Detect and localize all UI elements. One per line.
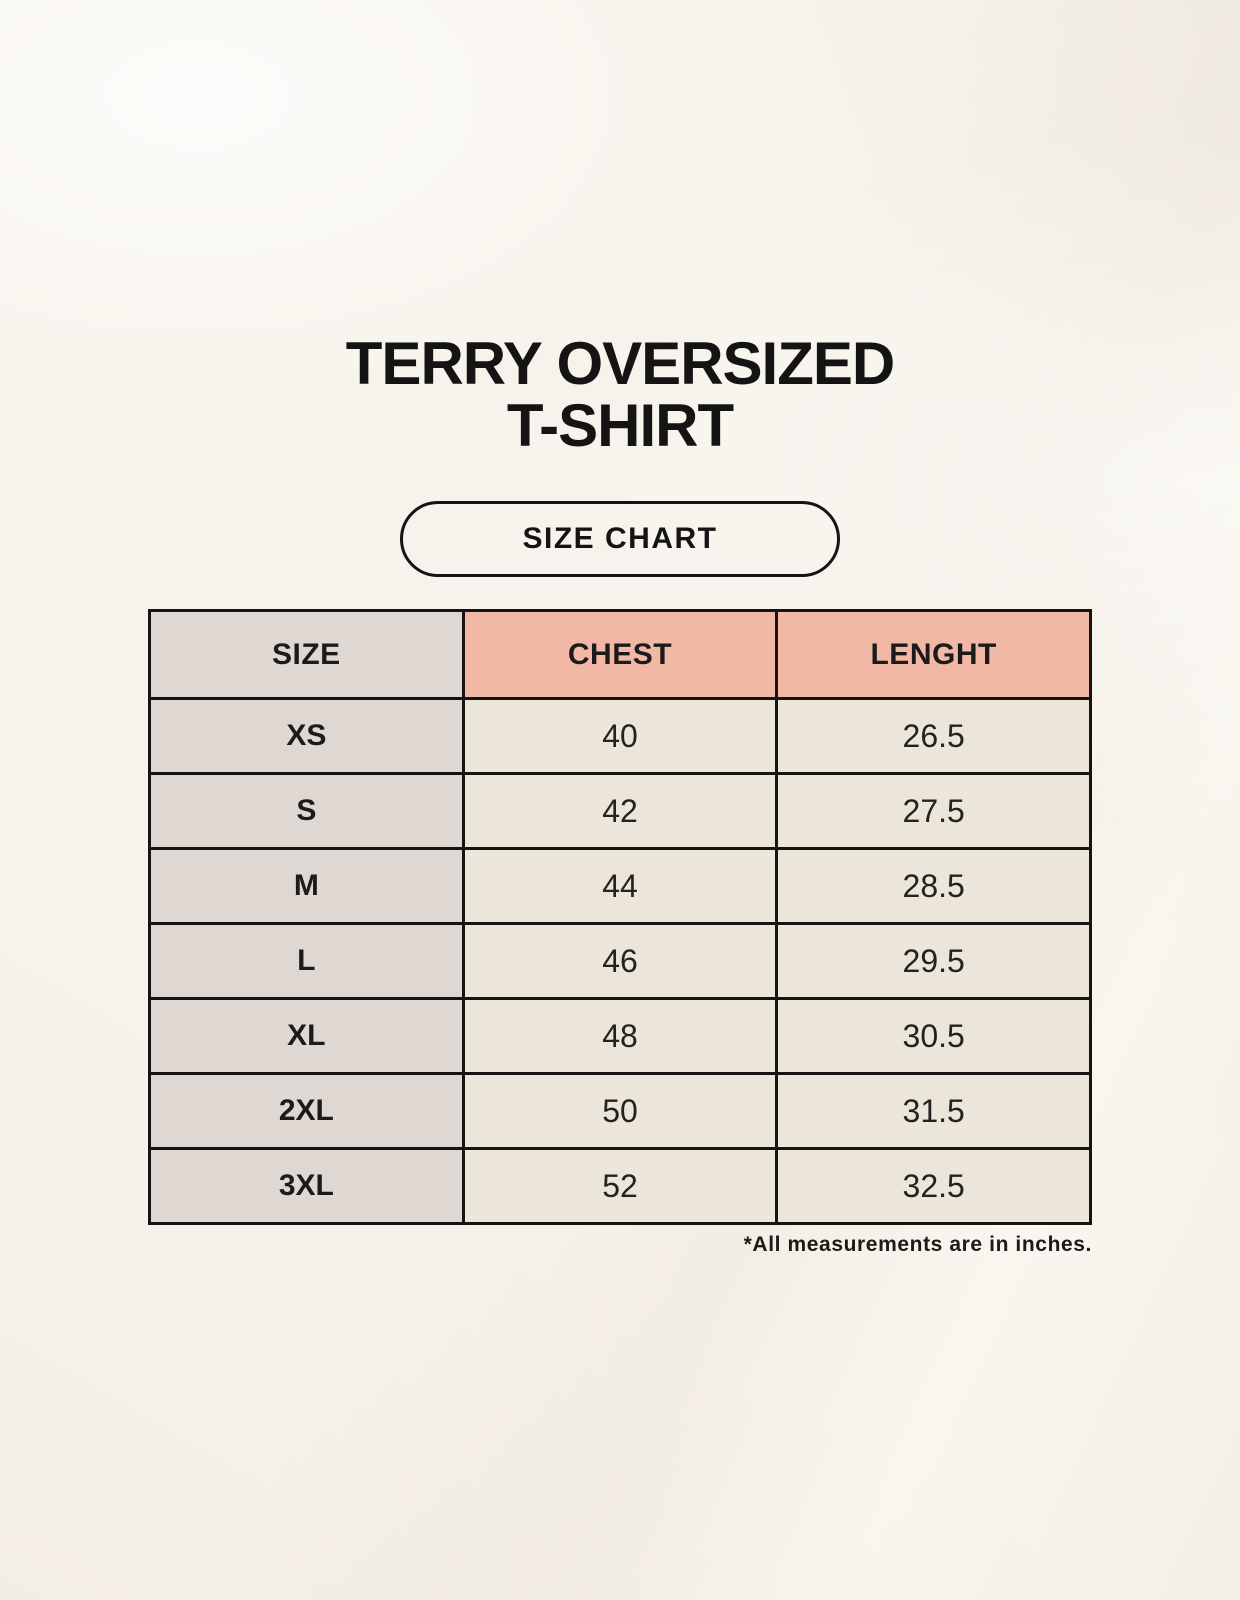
- length-value: 26.5: [775, 697, 1092, 775]
- table-row: 2XL 50 31.5: [148, 1072, 1092, 1150]
- size-label: 2XL: [148, 1072, 465, 1150]
- table-row: L 46 29.5: [148, 922, 1092, 1000]
- size-label: S: [148, 772, 465, 850]
- column-header-chest: CHEST: [461, 609, 779, 700]
- header-row: SIZE CHEST LENGHT: [148, 609, 1092, 700]
- length-value: 32.5: [775, 1147, 1092, 1225]
- table-row: S 42 27.5: [148, 772, 1092, 850]
- length-value: 29.5: [775, 922, 1092, 1000]
- length-value: 31.5: [775, 1072, 1092, 1150]
- page-title-line2: T-SHIRT: [506, 392, 734, 459]
- length-value: 30.5: [775, 997, 1092, 1075]
- table-row: XS 40 26.5: [148, 697, 1092, 775]
- size-label: XL: [148, 997, 465, 1075]
- column-header-size: SIZE: [148, 609, 465, 700]
- size-label: XS: [148, 697, 465, 775]
- chest-value: 42: [461, 772, 779, 850]
- chest-value: 50: [461, 1072, 779, 1150]
- chest-value: 40: [461, 697, 779, 775]
- chest-value: 46: [461, 922, 779, 1000]
- length-value: 27.5: [775, 772, 1092, 850]
- page-title-line1: TERRY OVERSIZED: [345, 330, 895, 397]
- size-label: 3XL: [148, 1147, 465, 1225]
- size-chart-table: SIZE CHEST LENGHT XS 40 26.5 S 42 27.5 M: [148, 609, 1092, 1225]
- chest-value: 52: [461, 1147, 779, 1225]
- page-title: TERRY OVERSIZED T-SHIRT: [0, 333, 1240, 457]
- length-value: 28.5: [775, 847, 1092, 925]
- table-row: XL 48 30.5: [148, 997, 1092, 1075]
- size-chart-badge-label: SIZE CHART: [522, 522, 718, 555]
- size-label: M: [148, 847, 465, 925]
- size-label: L: [148, 922, 465, 1000]
- table-row: M 44 28.5: [148, 847, 1092, 925]
- size-chart-badge: SIZE CHART: [400, 501, 840, 577]
- chest-value: 44: [461, 847, 779, 925]
- table-row: 3XL 52 32.5: [148, 1147, 1092, 1225]
- column-header-length: LENGHT: [775, 609, 1092, 700]
- measurements-footnote: *All measurements are in inches.: [743, 1233, 1092, 1256]
- chest-value: 48: [461, 997, 779, 1075]
